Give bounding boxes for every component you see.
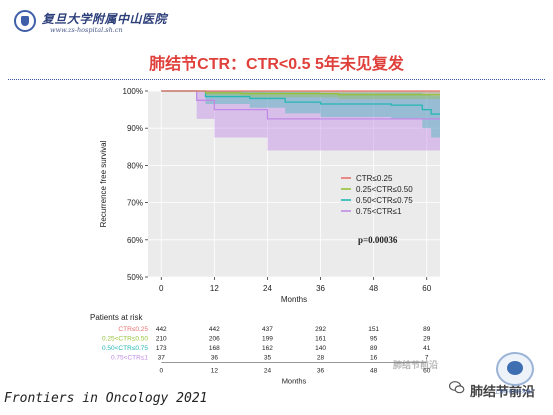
risk-row-label: 0.75<CTR≤1 bbox=[111, 355, 148, 362]
risk-count: 437 bbox=[262, 326, 273, 333]
risk-count: 36 bbox=[211, 355, 219, 362]
risk-row-label: 0.25<CTR≤0.50 bbox=[102, 336, 148, 343]
y-tick-label: 70% bbox=[127, 199, 143, 208]
risk-count: 151 bbox=[368, 326, 379, 333]
hospital-name: 复旦大学附属中山医院 bbox=[42, 12, 168, 26]
hospital-url: www.zs-hospital.sh.cn bbox=[50, 26, 123, 34]
y-tick-label: 50% bbox=[127, 273, 143, 282]
survival-line-3 bbox=[161, 90, 440, 120]
legend-label: 0.50<CTR≤0.75 bbox=[356, 196, 413, 205]
risk-count: 199 bbox=[262, 336, 273, 343]
risk-count: 41 bbox=[423, 345, 431, 352]
ci-band-2 bbox=[161, 91, 441, 138]
risk-count: 7 bbox=[425, 355, 429, 362]
risk-count: 210 bbox=[156, 336, 167, 343]
risk-x-tick-label: 0 bbox=[159, 368, 163, 375]
risk-count: 37 bbox=[158, 355, 166, 362]
risk-count: 442 bbox=[209, 326, 220, 333]
citation: Frontiers in Oncology 2021 bbox=[4, 391, 208, 406]
slide-header: 复旦大学附属中山医院 www.zs-hospital.sh.cn bbox=[0, 0, 553, 48]
risk-x-tick-label: 60 bbox=[423, 368, 431, 375]
y-tick-label: 80% bbox=[127, 161, 143, 170]
survival-line-2 bbox=[161, 90, 440, 115]
x-tick-label: 24 bbox=[263, 284, 272, 293]
legend-label: CTR≤0.25 bbox=[356, 174, 393, 183]
y-tick-label: 60% bbox=[127, 236, 143, 245]
y-axis-label: Recurrence free survival bbox=[99, 140, 108, 227]
x-axis-label: Months bbox=[281, 295, 307, 304]
header-divider bbox=[8, 79, 545, 80]
legend-label: 0.25<CTR≤0.50 bbox=[356, 185, 413, 194]
risk-count: 292 bbox=[315, 326, 326, 333]
watermark-large: 肺结节前沿 bbox=[470, 384, 536, 399]
risk-count: 89 bbox=[370, 345, 378, 352]
risk-count: 173 bbox=[156, 345, 167, 352]
hospital-logo-icon bbox=[14, 10, 36, 32]
risk-row-label: 0.50<CTR≤0.75 bbox=[102, 345, 148, 352]
risk-x-tick-label: 12 bbox=[211, 368, 219, 375]
watermark-small: 肺结节前沿 bbox=[393, 360, 439, 370]
x-tick-label: 60 bbox=[422, 284, 431, 293]
x-tick-label: 48 bbox=[369, 284, 378, 293]
risk-row-label: CTR≤0.25 bbox=[118, 326, 148, 333]
x-tick-label: 36 bbox=[316, 284, 325, 293]
y-tick-label: 100% bbox=[123, 87, 143, 96]
risk-count: 168 bbox=[209, 345, 220, 352]
risk-count: 35 bbox=[264, 355, 272, 362]
risk-x-tick-label: 36 bbox=[317, 368, 325, 375]
p-value: p=0.00036 bbox=[358, 235, 398, 245]
legend-label: 0.75<CTR≤1 bbox=[356, 207, 402, 216]
slide-title: 肺结节CTR：CTR<0.5 5年未见复发 bbox=[149, 56, 404, 73]
risk-count: 16 bbox=[370, 355, 378, 362]
risk-count: 161 bbox=[315, 336, 326, 343]
risk-count: 206 bbox=[209, 336, 220, 343]
risk-count: 28 bbox=[317, 355, 325, 362]
ci-band-3 bbox=[161, 91, 441, 151]
risk-x-tick-label: 24 bbox=[264, 368, 272, 375]
risk-x-tick-label: 48 bbox=[370, 368, 378, 375]
risk-count: 95 bbox=[370, 336, 378, 343]
risk-count: 140 bbox=[315, 345, 326, 352]
badge-caption: 上海市有效技术推广 bbox=[494, 389, 536, 394]
risk-x-axis-label: Months bbox=[282, 377, 307, 386]
x-tick-label: 12 bbox=[210, 284, 219, 293]
y-tick-label: 90% bbox=[127, 124, 143, 133]
risk-count: 29 bbox=[423, 336, 431, 343]
plot-panel bbox=[148, 91, 440, 277]
risk-count: 162 bbox=[262, 345, 273, 352]
risk-table-title: Patients at risk bbox=[90, 313, 143, 322]
risk-count: 442 bbox=[156, 326, 167, 333]
society-badge-icon bbox=[496, 352, 534, 386]
risk-count: 89 bbox=[423, 326, 431, 333]
wechat-icon bbox=[449, 381, 465, 394]
x-tick-label: 0 bbox=[159, 284, 164, 293]
